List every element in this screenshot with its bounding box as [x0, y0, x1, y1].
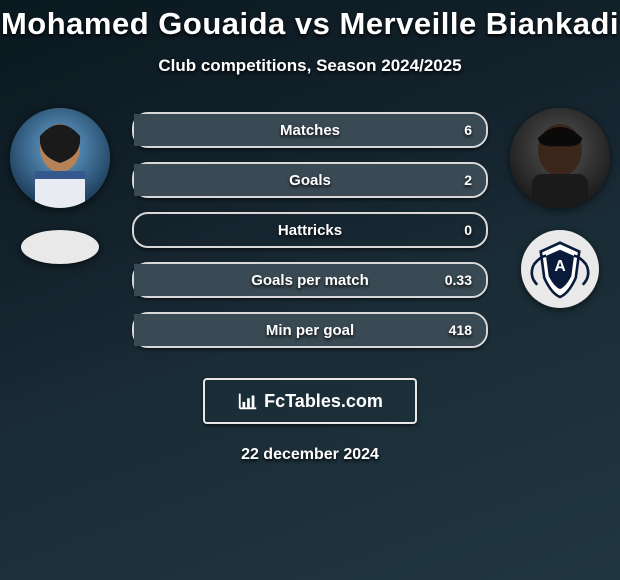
svg-text:A: A [554, 258, 565, 275]
stat-label: Min per goal [266, 322, 354, 339]
stat-label: Hattricks [278, 222, 342, 239]
stat-label: Goals per match [251, 272, 369, 289]
stat-value-right: 0.33 [445, 272, 472, 288]
brand-badge: FcTables.com [203, 378, 417, 424]
chart-icon [237, 390, 259, 412]
date-label: 22 december 2024 [241, 446, 379, 464]
stat-label: Matches [280, 122, 340, 139]
stats-pills: Matches 6 Goals 2 Hattricks 0 Goals per match 0… [120, 112, 500, 348]
right-player-column: A [500, 108, 620, 308]
stat-pill: Hattricks 0 [132, 212, 488, 248]
page-title: Mohamed Gouaida vs Merveille Biankadi [1, 6, 619, 42]
comparison-section: Matches 6 Goals 2 Hattricks 0 Goals per match 0… [0, 108, 620, 348]
left-player-column [0, 108, 120, 264]
stat-label: Goals [289, 172, 331, 189]
stat-pill: Goals 2 [132, 162, 488, 198]
subtitle: Club competitions, Season 2024/2025 [158, 56, 461, 76]
stat-pill: Min per goal 418 [132, 312, 488, 348]
stat-value-right: 0 [464, 222, 472, 238]
brand-label: FcTables.com [264, 391, 383, 412]
stat-pill: Goals per match 0.33 [132, 262, 488, 298]
stat-value-right: 2 [464, 172, 472, 188]
stat-value-right: 6 [464, 122, 472, 138]
stat-pill: Matches 6 [132, 112, 488, 148]
stat-value-right: 418 [449, 322, 472, 338]
left-player-avatar [10, 108, 110, 208]
right-player-avatar [510, 108, 610, 208]
right-club-logo: A [521, 230, 599, 308]
left-club-logo [21, 230, 99, 264]
